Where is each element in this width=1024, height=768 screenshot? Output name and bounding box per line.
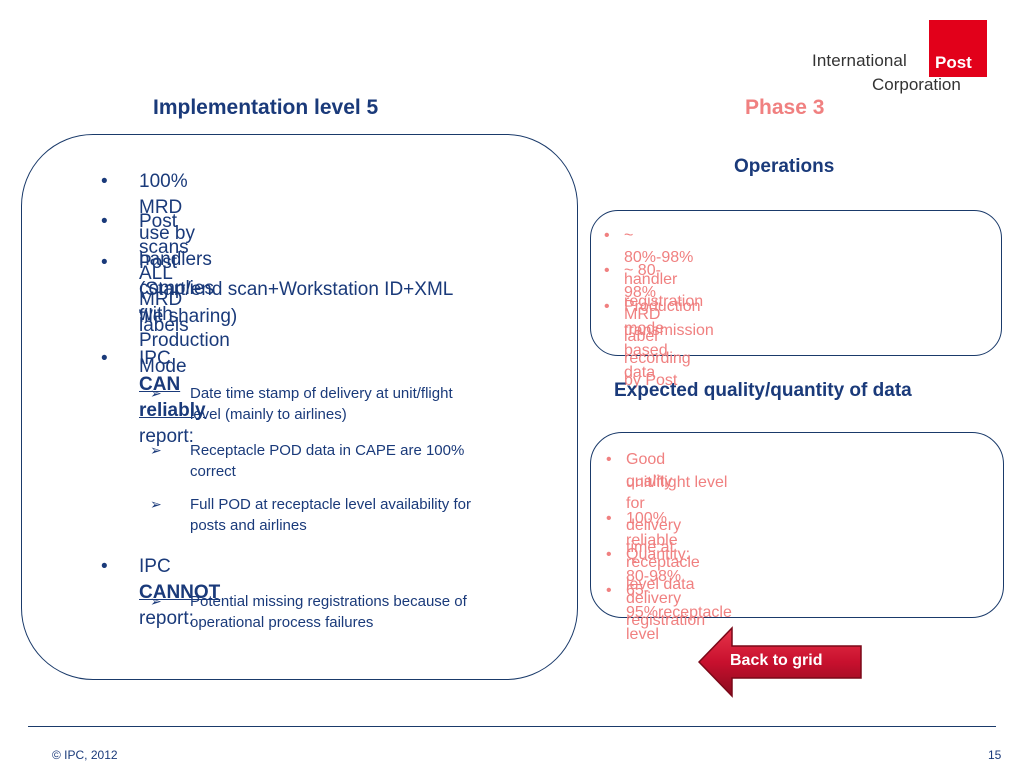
back-to-grid-label[interactable]: Back to grid	[730, 652, 823, 669]
bullet-dot-icon: •	[606, 546, 612, 563]
operations-heading: Operations	[734, 156, 835, 177]
bullet-dot-icon: •	[101, 171, 108, 192]
bullet-dot-icon: •	[101, 252, 108, 273]
quality-panel	[590, 432, 1004, 618]
logo-text-post: Post	[935, 53, 972, 72]
quality-heading: Expected quality/quantity of data	[614, 380, 912, 401]
bullet-dot-icon: •	[101, 211, 108, 232]
copyright: © IPC, 2012	[52, 748, 118, 762]
bullet-dot-icon: •	[604, 262, 610, 279]
quality-item-continuation: unit/flight level	[626, 474, 728, 491]
bullet-continuation: file sharing)	[139, 306, 238, 327]
bullet-dot-icon: •	[606, 510, 612, 527]
footer-divider	[28, 726, 996, 727]
logo-post-box: Post	[929, 20, 987, 77]
bullet-dot-icon: •	[101, 556, 108, 577]
can-reliably-emphasis: CAN reliably	[139, 374, 206, 421]
arrowhead-icon: ➢	[150, 593, 162, 609]
bullet-dot-icon: •	[606, 451, 612, 468]
phase-title: Phase 3	[745, 96, 825, 119]
left-arrow-icon[interactable]	[698, 626, 862, 698]
ipc-logo: International Corporation Post	[812, 20, 987, 96]
bullet-continuation: (Start/end scan+Workstation ID+XML	[139, 279, 454, 300]
arrowhead-icon: ➢	[150, 385, 162, 401]
bullet-dot-icon: •	[604, 298, 610, 315]
cannot-emphasis: CANNOT	[139, 582, 221, 603]
page-number: 15	[988, 748, 1002, 762]
bullet-dot-icon: •	[604, 227, 610, 244]
implementation-panel	[21, 134, 578, 680]
slide-title: Implementation level 5	[153, 96, 379, 119]
logo-text-international: International	[812, 51, 907, 70]
operations-panel	[590, 210, 1002, 356]
bullet-dot-icon: •	[606, 582, 612, 599]
back-to-grid-button[interactable]	[698, 626, 863, 698]
bullet-dot-icon: •	[101, 348, 108, 369]
logo-text-corporation: Corporation	[872, 75, 961, 94]
arrowhead-icon: ➢	[150, 496, 162, 512]
arrowhead-icon: ➢	[150, 442, 162, 458]
operations-item-continuation: transmission	[624, 322, 714, 339]
